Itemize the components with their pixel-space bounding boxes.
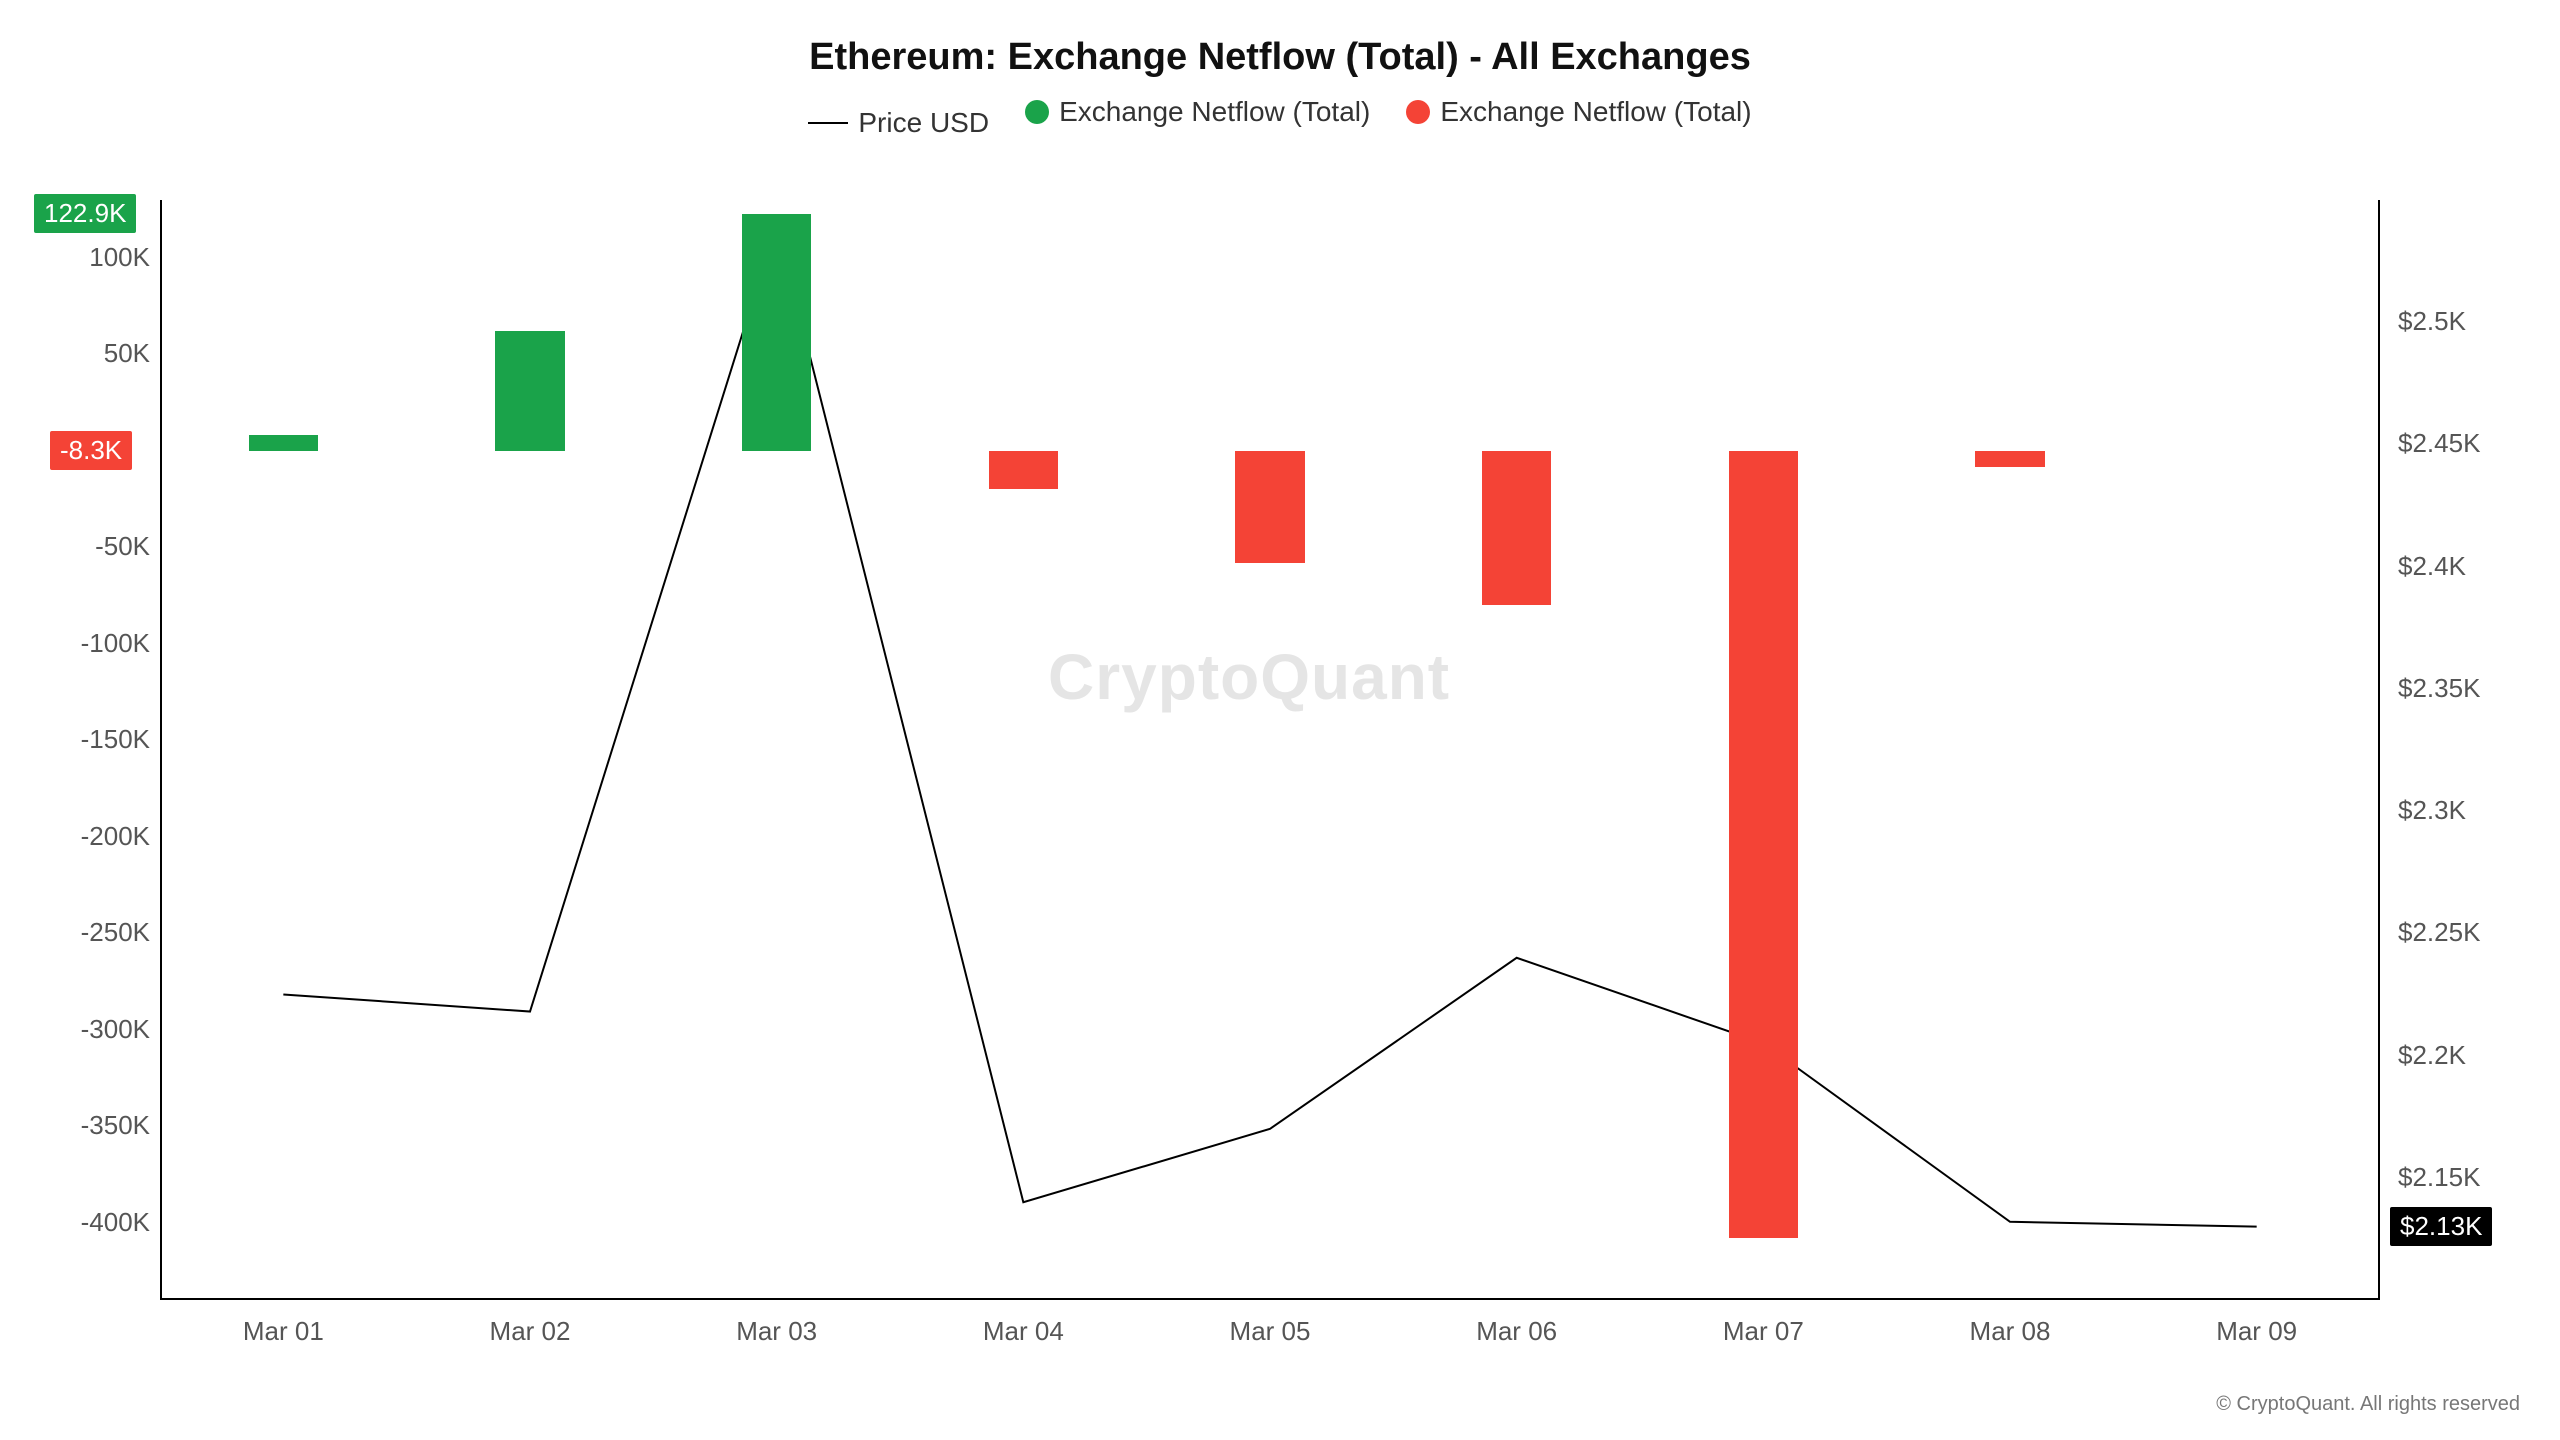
bar-negative bbox=[1975, 451, 2044, 467]
x-tick-label: Mar 07 bbox=[1703, 1316, 1823, 1347]
legend-line-swatch bbox=[808, 122, 848, 124]
chart-container: Ethereum: Exchange Netflow (Total) - All… bbox=[0, 0, 2560, 1440]
y-tick-left: -300K bbox=[40, 1014, 150, 1045]
y-tick-right: $2.35K bbox=[2398, 673, 2538, 704]
y-tick-left: 100K bbox=[40, 242, 150, 273]
x-tick-label: Mar 04 bbox=[963, 1316, 1083, 1347]
price-line bbox=[160, 200, 2380, 1300]
y-tick-left: -150K bbox=[40, 724, 150, 755]
legend-item: Exchange Netflow (Total) bbox=[1025, 96, 1370, 128]
x-tick-label: Mar 06 bbox=[1457, 1316, 1577, 1347]
bar-negative bbox=[1482, 451, 1551, 605]
y-tick-left: -400K bbox=[40, 1207, 150, 1238]
bar-positive bbox=[742, 214, 811, 451]
x-axis-line bbox=[160, 1298, 2380, 1300]
legend-item: Exchange Netflow (Total) bbox=[1406, 96, 1751, 128]
bar-positive bbox=[495, 331, 564, 451]
y-tick-right: $2.4K bbox=[2398, 551, 2538, 582]
x-tick-label: Mar 01 bbox=[223, 1316, 343, 1347]
y-tick-left: 50K bbox=[40, 338, 150, 369]
bar-negative bbox=[1235, 451, 1304, 563]
legend-item: Price USD bbox=[808, 107, 989, 139]
y-tick-right: $2.5K bbox=[2398, 306, 2538, 337]
right-badge-price: $2.13K bbox=[2390, 1207, 2492, 1246]
y-tick-left: -200K bbox=[40, 821, 150, 852]
y-tick-left: -100K bbox=[40, 628, 150, 659]
y-tick-right: $2.2K bbox=[2398, 1040, 2538, 1071]
legend-label: Exchange Netflow (Total) bbox=[1440, 96, 1751, 128]
copyright-text: © CryptoQuant. All rights reserved bbox=[2216, 1393, 2520, 1416]
y-tick-left: -250K bbox=[40, 917, 150, 948]
chart-legend: Price USD Exchange Netflow (Total) Exchang… bbox=[0, 96, 2560, 139]
bar-negative bbox=[989, 451, 1058, 490]
y-axis-left-line bbox=[160, 200, 162, 1300]
y-tick-right: $2.15K bbox=[2398, 1162, 2538, 1193]
legend-dot-swatch bbox=[1406, 100, 1430, 124]
plot-area: CryptoQuant 100K50K-50K-100K-150K-200K-2… bbox=[160, 200, 2380, 1300]
left-badge-top: 122.9K bbox=[34, 194, 136, 233]
chart-title: Ethereum: Exchange Netflow (Total) - All… bbox=[0, 36, 2560, 79]
x-tick-label: Mar 05 bbox=[1210, 1316, 1330, 1347]
x-tick-label: Mar 02 bbox=[470, 1316, 590, 1347]
bar-positive bbox=[249, 435, 318, 450]
bar-negative bbox=[1729, 451, 1798, 1238]
left-badge-zero: -8.3K bbox=[50, 431, 132, 470]
x-tick-label: Mar 03 bbox=[717, 1316, 837, 1347]
y-tick-right: $2.45K bbox=[2398, 428, 2538, 459]
y-tick-right: $2.3K bbox=[2398, 795, 2538, 826]
y-tick-right: $2.25K bbox=[2398, 917, 2538, 948]
y-tick-left: -50K bbox=[40, 531, 150, 562]
y-tick-left: -350K bbox=[40, 1110, 150, 1141]
price-line-path bbox=[283, 224, 2256, 1226]
legend-label: Exchange Netflow (Total) bbox=[1059, 96, 1370, 128]
x-tick-label: Mar 09 bbox=[2197, 1316, 2317, 1347]
legend-label: Price USD bbox=[858, 107, 989, 139]
x-tick-label: Mar 08 bbox=[1950, 1316, 2070, 1347]
y-axis-right-line bbox=[2378, 200, 2380, 1300]
legend-dot-swatch bbox=[1025, 100, 1049, 124]
